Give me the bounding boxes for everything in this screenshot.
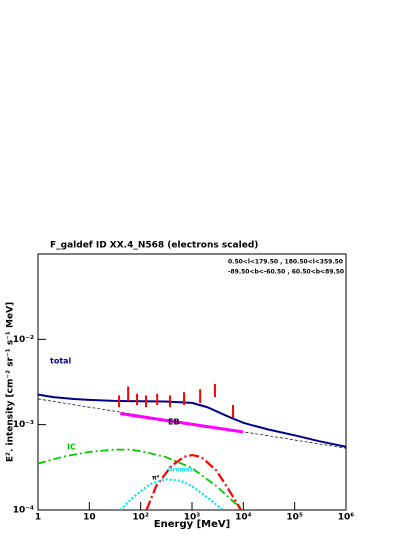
x-tick-label: 10 [83,513,96,523]
y-tick-label: 10⁻⁴ [13,506,34,516]
chart-title: F_galdef ID XX.4_N568 (electrons scaled) [50,241,258,251]
x-axis-label: Energy [MeV] [154,519,230,530]
x-tick-label: 10⁶ [338,513,355,523]
series-line [145,453,242,510]
x-tick-label: 10⁴ [235,513,252,523]
x-tick-label: 1 [35,513,41,523]
series-label: EB [168,418,180,427]
series-line [119,478,224,510]
series-label: bremss [168,467,193,474]
y-tick-label: 10⁻³ [13,420,34,430]
series-line [38,448,244,510]
annotation: 0.50<l<179.50 , 180.50<l<359.50 [228,259,343,266]
x-tick-label: 10² [132,513,149,523]
plot-area [38,383,346,510]
series-label: π⁰ [152,475,160,482]
annotation: -89.50<b<-60.50 , 60.50<b<89.50 [228,269,344,276]
y-tick-label: 10⁻² [13,335,34,345]
series-label: total [50,357,72,366]
series-label: IC [67,443,76,452]
x-tick-label: 10⁵ [286,513,303,523]
series-line [38,393,346,448]
y-axis-label: E². intensity [cm⁻² sr⁻¹ s⁻¹ MeV] [6,302,16,462]
series-line [120,412,244,434]
x-tick-label: 10³ [184,513,201,523]
